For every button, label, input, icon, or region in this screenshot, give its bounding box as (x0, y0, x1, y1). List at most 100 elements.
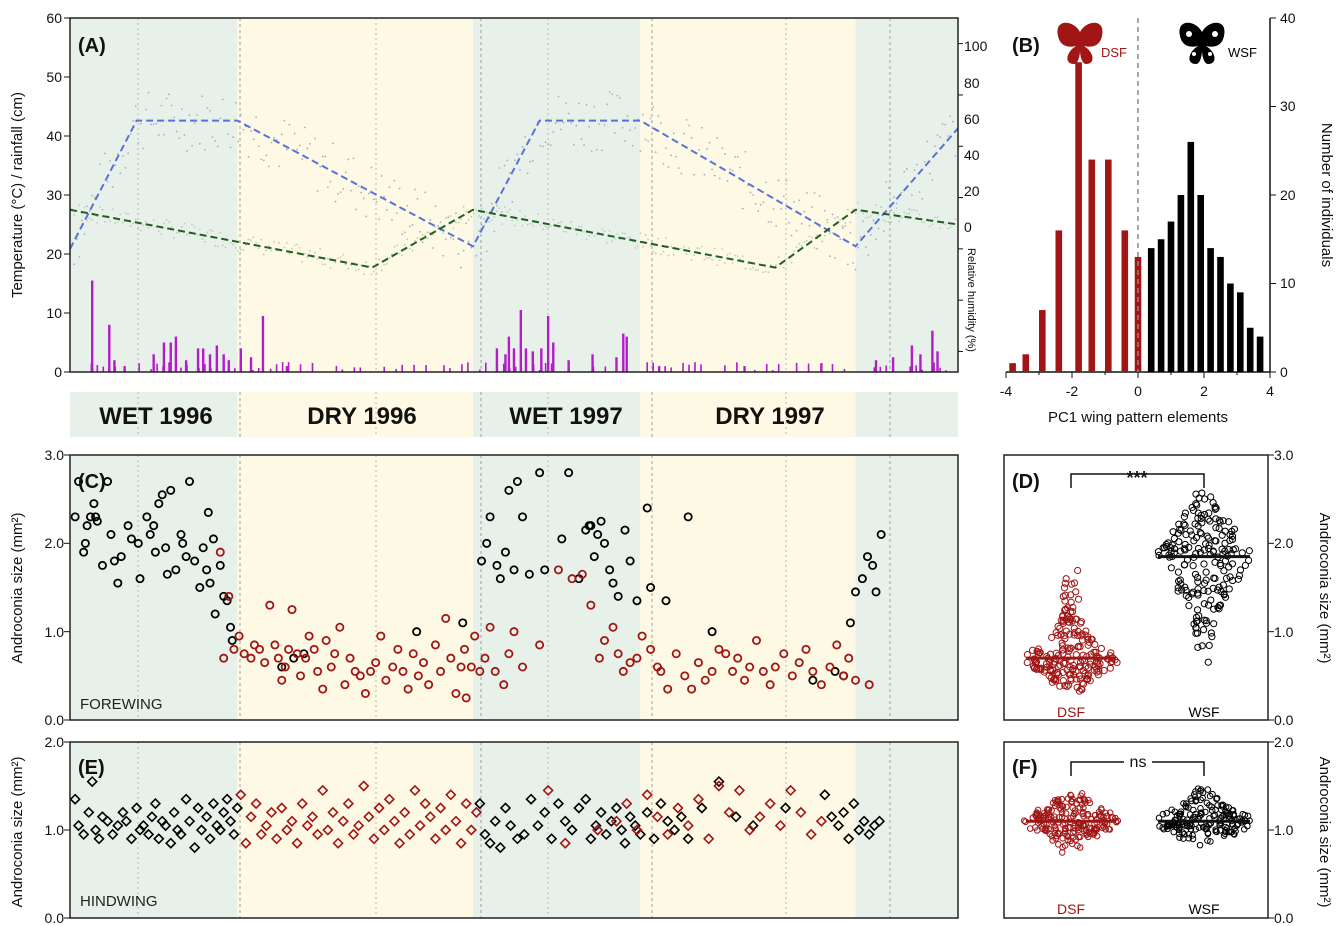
androconia-point-wsf (1212, 537, 1220, 545)
androconia-point-dsf (1070, 631, 1078, 639)
histogram-bar-wsf (1256, 336, 1264, 372)
hindwing-point-dsf (311, 828, 324, 841)
forewing-point-dsf (632, 653, 642, 663)
rainfall-bar (202, 348, 205, 372)
humidity-point (81, 219, 83, 222)
season-band-wet (855, 742, 958, 918)
forewing-point-dsf (707, 666, 717, 676)
rainfall-bar (138, 363, 140, 372)
humidity-point (268, 165, 270, 168)
panel-e-ticks: 0.0 1.0 2.0 (45, 734, 65, 926)
humidity-point (867, 254, 870, 256)
androconia-point-dsf (1050, 676, 1058, 684)
temperature-point (695, 247, 698, 249)
temperature-point (887, 221, 890, 224)
temperature-point (544, 225, 547, 228)
hindwing-swarm-point-dsf (1064, 833, 1072, 840)
humidity-point (198, 142, 201, 145)
androconia-point-dsf (1066, 615, 1075, 623)
humidity-point (688, 124, 690, 127)
temperature-point (293, 244, 296, 247)
hindwing-point-wsf (837, 806, 850, 819)
humidity-point (219, 117, 222, 120)
forewing-point-wsf (181, 552, 191, 562)
androconia-point-dsf (1097, 644, 1105, 653)
hindwing-swarm-point-dsf (1063, 803, 1070, 811)
panel-d-frame (1003, 454, 1269, 721)
androconia-point-wsf (1200, 495, 1209, 503)
temperature-point (577, 225, 580, 228)
forewing-point-wsf (106, 530, 116, 540)
hindwing-point-dsf (713, 780, 725, 792)
season-band-wet (473, 392, 641, 437)
hindwing-swarm-point-wsf (1199, 789, 1207, 797)
temperature-point (431, 233, 434, 236)
hindwing-swarm-point-wsf (1192, 825, 1199, 833)
humidity-point (629, 129, 632, 132)
panel-f-significance: ns (1130, 754, 1147, 771)
temperature-point (219, 231, 222, 234)
forewing-point-dsf (239, 649, 249, 659)
wsf-legend-label: WSF (1228, 45, 1257, 60)
forewing-point-dsf (388, 662, 398, 672)
forewing-point-dsf (459, 644, 469, 654)
hindwing-swarm-point-dsf (1065, 824, 1072, 831)
humidity-point (808, 224, 811, 227)
androconia-point-wsf (1180, 520, 1188, 528)
androconia-point-wsf (1229, 576, 1237, 585)
hindwing-point-wsf (204, 833, 216, 845)
androconia-point-wsf (1211, 558, 1219, 566)
temperature-point (529, 222, 532, 225)
temperature-point (111, 208, 114, 211)
hindwing-point-wsf (107, 828, 119, 841)
androconia-point-wsf (1170, 534, 1178, 543)
panel-a-left-ticks: 0 10 20 30 40 50 60 (46, 10, 62, 380)
temperature-point (285, 242, 288, 244)
humidity-point (831, 213, 834, 216)
forewing-point-dsf (700, 675, 710, 685)
hindwing-swarm-point-dsf (1079, 809, 1087, 816)
hindwing-swarm-point-dsf (1055, 829, 1063, 837)
tick-label: 1.0 (1274, 822, 1294, 838)
temperature-point (383, 263, 386, 266)
hindwing-point-wsf (149, 797, 162, 810)
humidity-point (293, 132, 296, 135)
rainfall-bar (919, 354, 922, 372)
hindwing-point-dsf (342, 797, 354, 810)
forewing-point-dsf (770, 662, 780, 672)
forewing-point-dsf (284, 644, 294, 654)
rainfall-bar (933, 362, 935, 372)
hindwing-point-dsf (235, 789, 247, 801)
androconia-point-dsf (1077, 618, 1085, 626)
rainfall-bar (479, 369, 481, 372)
panel-b-plot (1005, 17, 1276, 378)
temperature-point (216, 245, 219, 248)
temperature-point (560, 221, 562, 224)
androconia-point-dsf (1095, 667, 1103, 675)
androconia-point-dsf (1106, 664, 1114, 672)
humidity-point (603, 124, 606, 126)
season-band-dry (640, 742, 856, 918)
temperature-point (562, 230, 565, 233)
forewing-point-dsf (224, 591, 234, 601)
temperature-trend-line (69, 208, 959, 269)
humidity-point (693, 173, 696, 176)
temperature-point (344, 263, 347, 266)
hindwing-point-dsf (383, 793, 395, 805)
hindwing-point-wsf (153, 833, 165, 845)
temperature-point (301, 260, 304, 263)
dsf-legend-label: DSF (1101, 45, 1127, 60)
humidity-point (829, 255, 831, 258)
humidity-point (165, 97, 168, 100)
hindwing-point-wsf (180, 793, 192, 805)
temperature-point (362, 273, 365, 276)
season-band-wet (473, 455, 641, 720)
humidity-point (104, 152, 106, 155)
temperature-point (565, 230, 567, 233)
humidity-point (93, 196, 96, 199)
humidity-point (652, 106, 655, 108)
hindwing-point-dsf (419, 797, 431, 810)
temperature-point (575, 233, 578, 236)
rainfall-bar (425, 365, 427, 372)
hindwing-point-dsf (332, 837, 344, 849)
